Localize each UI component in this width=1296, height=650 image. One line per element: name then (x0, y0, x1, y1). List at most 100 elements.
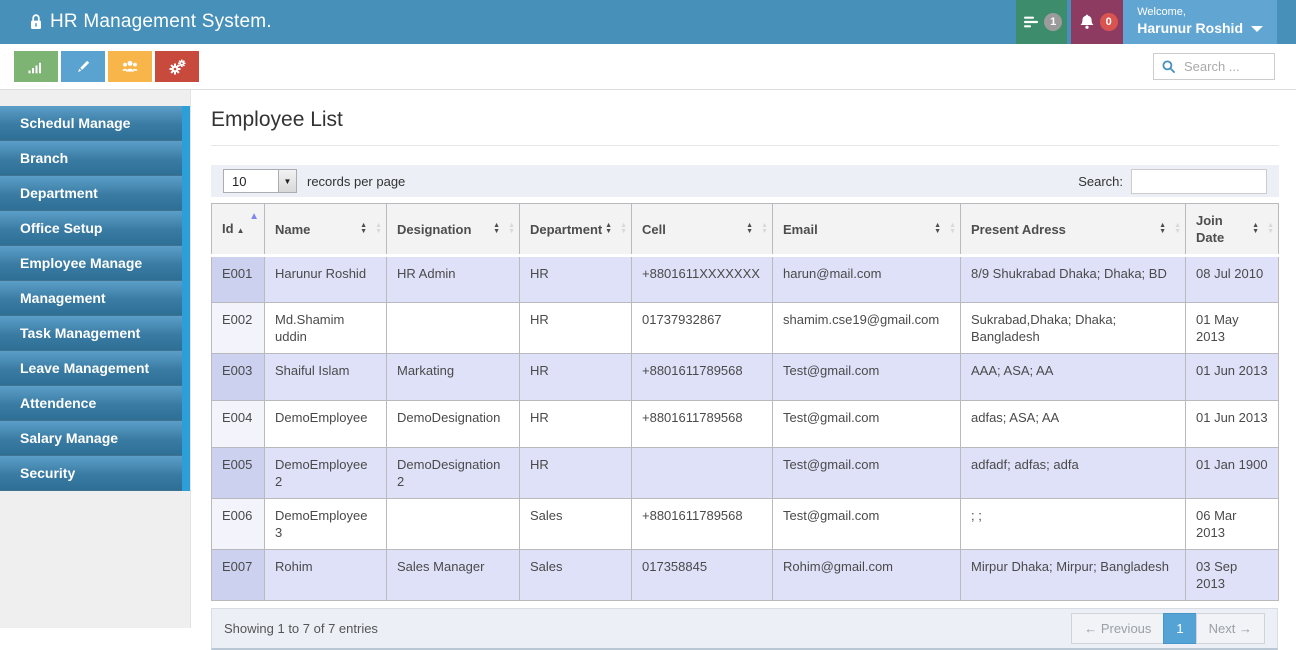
app-title: HR Management System. (50, 11, 272, 32)
sort-both-icon: ▲ ▼ (508, 222, 515, 235)
cell: 06 Mar 2013 (1185, 498, 1279, 550)
column-header-join-date[interactable]: Join Date ▲ ▼ ▲ ▼ (1185, 203, 1279, 257)
column-header-name[interactable]: Name ▲ ▼ ▲ ▼ (264, 203, 387, 257)
cell: DemoDesignation 2 (386, 447, 520, 499)
gears-icon (167, 57, 187, 77)
cell: 01 Jun 2013 (1185, 353, 1279, 401)
sidebar-item-task-management[interactable]: Task Management (0, 316, 182, 351)
cell: AAA; ASA; AA (960, 353, 1186, 401)
records-per-page-label: records per page (307, 173, 406, 189)
cell: HR Admin (386, 255, 520, 303)
table-search-label: Search: (1078, 173, 1123, 189)
sort-both-icon: ▲ ▼ (375, 222, 382, 235)
table-row[interactable]: E002 Md.Shamim uddin HR 01737932867 shamim.c… (211, 302, 1279, 354)
brand: HR Management System. (0, 0, 272, 44)
employee-table: Id ▲ ▲ Name ▲ ▼ ▲ ▼ Designation ▲ ▼ ▲ ▼ Department ▲ ▼ ▲… (211, 203, 1279, 601)
sidebar-item-branch[interactable]: Branch (0, 141, 182, 176)
settings-button[interactable] (155, 51, 199, 82)
cell: E003 (211, 353, 265, 401)
table-row[interactable]: E005 DemoEmployee 2 DemoDesignation 2 HR Tes… (211, 447, 1279, 499)
cell: Rohim (264, 549, 387, 601)
sidebar-item-management[interactable]: Management (0, 281, 182, 316)
global-search[interactable] (1153, 53, 1275, 80)
sort-both-icon: ▲ ▼ (1252, 222, 1259, 235)
bar-chart-icon (26, 57, 46, 77)
list-icon (1021, 12, 1041, 32)
table-row[interactable]: E006 DemoEmployee 3 Sales +8801611789568 Tes… (211, 498, 1279, 550)
edit-button[interactable] (61, 51, 105, 82)
cell: HR (519, 353, 632, 401)
sidebar-item-office-setup[interactable]: Office Setup (0, 211, 182, 246)
welcome-label: Welcome, (1137, 6, 1186, 19)
sort-both-icon: ▲ ▼ (1159, 222, 1166, 235)
cell: 01 May 2013 (1185, 302, 1279, 354)
records-per-page-select[interactable]: 10 ▼ (223, 169, 297, 193)
cell: +8801611789568 (631, 498, 773, 550)
sort-both-icon: ▲ ▼ (605, 222, 612, 235)
sidebar-item-salary-manage[interactable]: Salary Manage (0, 421, 182, 456)
cell: Sales (519, 549, 632, 601)
sort-both-icon: ▲ ▼ (1267, 222, 1274, 235)
sidebar-item-schedul-manage[interactable]: Schedul Manage (0, 106, 182, 141)
sort-both-icon: ▲ ▼ (360, 222, 367, 235)
column-header-present-adress[interactable]: Present Adress ▲ ▼ ▲ ▼ (960, 203, 1186, 257)
sidebar-item-attendence[interactable]: Attendence (0, 386, 182, 421)
cell: 01 Jun 2013 (1185, 400, 1279, 448)
lock-icon (26, 11, 46, 33)
sidebar-item-department[interactable]: Department (0, 176, 182, 211)
cell: Mirpur Dhaka; Mirpur; Bangladesh (960, 549, 1186, 601)
cell: adfas; ASA; AA (960, 400, 1186, 448)
cell: Harunur Roshid (264, 255, 387, 303)
column-header-department[interactable]: Department ▲ ▼ ▲ ▼ (519, 203, 632, 257)
cell: Md.Shamim uddin (264, 302, 387, 354)
main-content: Employee List 10 ▼ records per page Sear… (190, 90, 1296, 650)
notifications-badge: 0 (1099, 13, 1118, 31)
column-header-email[interactable]: Email ▲ ▼ ▲ ▼ (772, 203, 961, 257)
user-menu[interactable]: Welcome, Harunur Roshid (1123, 0, 1277, 44)
cell: Test@gmail.com (772, 447, 961, 499)
table-row[interactable]: E001 Harunur Roshid HR Admin HR +8801611XXXX… (211, 255, 1279, 303)
dashboard-button[interactable] (14, 51, 58, 82)
cell: +8801611789568 (631, 353, 773, 401)
cell: E001 (211, 255, 265, 303)
table-row[interactable]: E004 DemoEmployee DemoDesignation HR +880161… (211, 400, 1279, 448)
page-1-button[interactable]: 1 (1163, 613, 1197, 644)
user-name: Harunur Roshid (1137, 20, 1243, 37)
cell: 01 Jan 1900 (1185, 447, 1279, 499)
table-row[interactable]: E003 Shaiful Islam Markating HR +88016117895… (211, 353, 1279, 401)
column-header-cell[interactable]: Cell ▲ ▼ ▲ ▼ (631, 203, 773, 257)
cell: Sales Manager (386, 549, 520, 601)
sidebar-item-employee-manage[interactable]: Employee Manage (0, 246, 182, 281)
table-row[interactable]: E007 Rohim Sales Manager Sales 017358845 Rohi… (211, 549, 1279, 601)
search-icon (1161, 59, 1177, 75)
topbar (0, 44, 1296, 90)
cell: DemoDesignation (386, 400, 520, 448)
cell: Sales (519, 498, 632, 550)
title-divider (211, 145, 1279, 146)
sort-both-icon: ▲ ▼ (934, 222, 941, 235)
cell: E005 (211, 447, 265, 499)
column-header-id[interactable]: Id ▲ ▲ (211, 203, 265, 257)
sort-ascending-icon: ▲ (249, 211, 259, 222)
employees-button[interactable] (108, 51, 152, 82)
column-header-designation[interactable]: Designation ▲ ▼ ▲ ▼ (386, 203, 520, 257)
messages-badge: 1 (1044, 13, 1063, 31)
cell (631, 447, 773, 499)
previous-page-button[interactable]: ← Previous (1071, 613, 1165, 644)
table-body: E001 Harunur Roshid HR Admin HR +8801611XXXX… (211, 255, 1279, 601)
sort-both-icon: ▲ ▼ (746, 222, 753, 235)
cell: +8801611XXXXXXX (631, 255, 773, 303)
cell: DemoEmployee (264, 400, 387, 448)
notifications-button[interactable]: 0 (1071, 0, 1124, 44)
caret-down-icon (1251, 25, 1263, 38)
select-arrow-icon: ▼ (278, 170, 296, 192)
sort-both-icon: ▲ ▼ (493, 222, 500, 235)
quick-buttons (14, 51, 199, 82)
global-search-input[interactable] (1182, 58, 1267, 75)
sidebar-item-security[interactable]: Security (0, 456, 182, 491)
table-search-input[interactable] (1131, 168, 1267, 194)
cell: E004 (211, 400, 265, 448)
sidebar-item-leave-management[interactable]: Leave Management (0, 351, 182, 386)
next-page-button[interactable]: Next → (1195, 613, 1265, 644)
messages-button[interactable]: 1 (1016, 0, 1068, 44)
